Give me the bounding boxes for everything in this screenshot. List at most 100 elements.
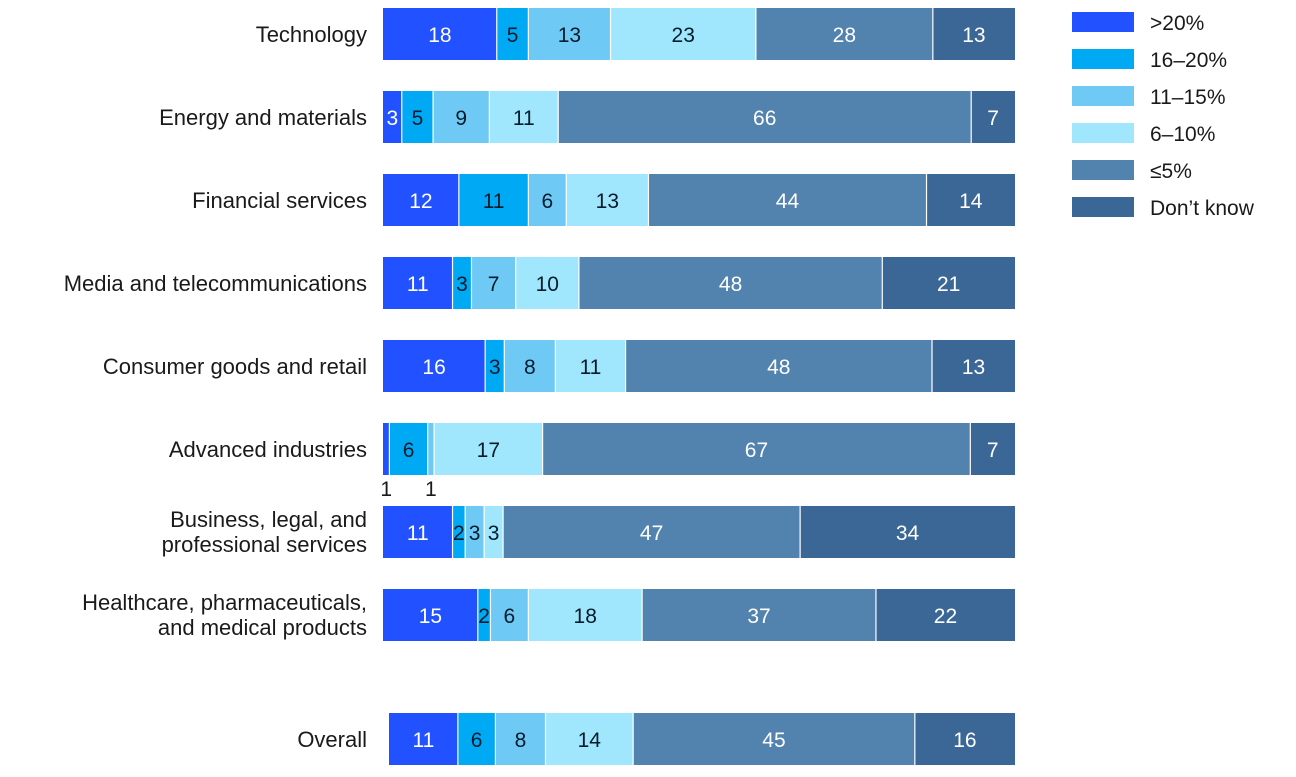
bar-segment-advanced-industries-16-20 — [389, 423, 428, 475]
data-label-consumer-goods-and-retail-16-20: 3 — [489, 356, 501, 379]
data-label-overall-20: 11 — [413, 729, 435, 752]
data-label-energy-and-materials-20: 3 — [387, 107, 399, 130]
bar-segment-business-legal-and-professional-services-16-20 — [452, 506, 466, 558]
bar-segment-overall-20 — [389, 713, 458, 765]
bar-segment-media-and-telecommunications-5 — [578, 257, 883, 309]
bar-segment-advanced-industries-5 — [542, 423, 971, 475]
bar-segment-overall-6-10 — [545, 713, 634, 765]
bar-segment-overall-16-20 — [457, 713, 496, 765]
data-label-energy-and-materials-16-20: 5 — [412, 107, 424, 130]
legend-swatch-don-t-know — [1072, 197, 1134, 217]
bar-segment-media-and-telecommunications-6-10 — [515, 257, 579, 309]
legend-label-6-10: 6–10% — [1150, 123, 1215, 146]
bar-segment-advanced-industries-don-t-know — [970, 423, 1015, 475]
data-label-business-legal-and-professional-services-11-15: 3 — [469, 522, 481, 545]
data-label-energy-and-materials-5: 66 — [753, 107, 776, 130]
data-label-consumer-goods-and-retail-6-10: 11 — [580, 356, 602, 379]
category-label-energy-and-materials: Energy and materials — [159, 105, 367, 130]
bar-segment-consumer-goods-and-retail-16-20 — [485, 340, 505, 392]
bar-segment-energy-and-materials-6-10 — [489, 91, 559, 143]
data-label-advanced-industries-11-15: 1 — [425, 478, 437, 501]
legend-swatch-11-15 — [1072, 86, 1134, 106]
bar-segment-business-legal-and-professional-services-don-t-know — [800, 506, 1015, 558]
category-label-business-legal-and-professional-services: Business, legal, and professional service… — [162, 507, 367, 557]
bar-segment-media-and-telecommunications-20 — [383, 257, 453, 309]
legend-label-don-t-know: Don’t know — [1150, 197, 1255, 220]
bar-segment-advanced-industries-6-10 — [434, 423, 543, 475]
data-label-business-legal-and-professional-services-16-20: 2 — [453, 522, 465, 545]
bar-segment-healthcare-pharmaceuticals-and-medical-products-16-20 — [477, 589, 491, 641]
bar-segment-media-and-telecommunications-16-20 — [452, 257, 472, 309]
bar-segment-financial-services-16-20 — [458, 174, 529, 226]
data-label-business-legal-and-professional-services-5: 47 — [640, 522, 663, 545]
bar-segment-business-legal-and-professional-services-11-15 — [465, 506, 485, 558]
data-label-advanced-industries-16-20: 6 — [403, 439, 415, 462]
data-label-healthcare-pharmaceuticals-and-medical-products-16-20: 2 — [478, 605, 490, 628]
bar-segment-energy-and-materials-16-20 — [401, 91, 434, 143]
bar-segment-overall-11-15 — [495, 713, 546, 765]
category-label-advanced-industries: Advanced industries — [169, 437, 367, 462]
data-label-financial-services-don-t-know: 14 — [959, 190, 983, 213]
legend-swatch-20 — [1072, 12, 1134, 32]
data-label-healthcare-pharmaceuticals-and-medical-products-11-15: 6 — [504, 605, 516, 628]
bar-segment-financial-services-5 — [648, 174, 927, 226]
data-label-media-and-telecommunications-20: 11 — [407, 273, 429, 296]
category-label-technology: Technology — [256, 22, 367, 47]
data-label-energy-and-materials-6-10: 11 — [513, 107, 535, 130]
bar-segment-energy-and-materials-don-t-know — [971, 91, 1015, 143]
category-labels: Technology Energy and materials Financial … — [64, 22, 367, 752]
data-label-healthcare-pharmaceuticals-and-medical-products-5: 37 — [747, 605, 770, 628]
data-label-business-legal-and-professional-services-6-10: 3 — [488, 522, 500, 545]
bar-segment-business-legal-and-professional-services-6-10 — [484, 506, 504, 558]
legend-swatch-16-20 — [1072, 49, 1134, 69]
data-label-media-and-telecommunications-16-20: 3 — [456, 273, 468, 296]
data-label-overall-5: 45 — [762, 729, 785, 752]
data-label-healthcare-pharmaceuticals-and-medical-products-6-10: 18 — [574, 605, 597, 628]
data-label-advanced-industries-don-t-know: 7 — [987, 439, 999, 462]
bar-segment-media-and-telecommunications-don-t-know — [882, 257, 1015, 309]
data-label-media-and-telecommunications-6-10: 10 — [536, 273, 559, 296]
bar-segment-overall-don-t-know — [914, 713, 1015, 765]
data-label-overall-11-15: 8 — [515, 729, 527, 752]
category-label-media-and-telecommunications: Media and telecommunications — [64, 271, 367, 296]
data-label-consumer-goods-and-retail-don-t-know: 13 — [962, 356, 985, 379]
bar-segment-energy-and-materials-5 — [558, 91, 972, 143]
bar-segment-business-legal-and-professional-services-5 — [503, 506, 801, 558]
bar-segment-technology-16-20 — [496, 8, 529, 60]
data-label-technology-11-15: 13 — [558, 24, 581, 47]
legend-label-20: >20% — [1150, 12, 1204, 35]
legend-label-11-15: 11–15% — [1150, 86, 1226, 109]
data-label-financial-services-6-10: 13 — [596, 190, 619, 213]
bar-segment-overall-5 — [633, 713, 915, 765]
data-label-energy-and-materials-don-t-know: 7 — [987, 107, 999, 130]
bar-segment-healthcare-pharmaceuticals-and-medical-products-5 — [642, 589, 876, 641]
bar-segment-advanced-industries-11-15 — [427, 423, 435, 475]
bar-segment-energy-and-materials-20 — [383, 91, 402, 143]
legend-swatch-6-10 — [1072, 123, 1134, 143]
legend-label-16-20: 16–20% — [1150, 49, 1227, 72]
category-label-healthcare-pharmaceuticals-and-medical-products: Healthcare, pharmaceuticals, and medical … — [82, 590, 367, 640]
data-label-advanced-industries-5: 67 — [745, 439, 768, 462]
category-label-financial-services: Financial services — [192, 188, 367, 213]
data-label-advanced-industries-20: 1 — [380, 478, 392, 501]
bar-segment-healthcare-pharmaceuticals-and-medical-products-don-t-know — [875, 589, 1015, 641]
data-label-overall-don-t-know: 16 — [953, 729, 976, 752]
bar-segment-energy-and-materials-11-15 — [433, 91, 490, 143]
bar-segment-healthcare-pharmaceuticals-and-medical-products-20 — [383, 589, 478, 641]
data-label-business-legal-and-professional-services-20: 11 — [407, 522, 429, 545]
bar-segment-technology-20 — [383, 8, 497, 60]
data-label-technology-6-10: 23 — [672, 24, 695, 47]
category-label-overall: Overall — [297, 727, 367, 752]
data-label-technology-5: 28 — [833, 24, 856, 47]
bar-segment-consumer-goods-and-retail-don-t-know — [932, 340, 1015, 392]
data-label-financial-services-16-20: 11 — [483, 190, 505, 213]
bar-segment-healthcare-pharmaceuticals-and-medical-products-11-15 — [490, 589, 529, 641]
data-label-overall-16-20: 6 — [471, 729, 483, 752]
data-label-financial-services-11-15: 6 — [541, 190, 553, 213]
data-label-technology-don-t-know: 13 — [962, 24, 985, 47]
data-label-consumer-goods-and-retail-11-15: 8 — [524, 356, 536, 379]
data-label-technology-20: 18 — [428, 24, 451, 47]
bar-segment-healthcare-pharmaceuticals-and-medical-products-6-10 — [528, 589, 643, 641]
data-label-energy-and-materials-11-15: 9 — [455, 107, 467, 130]
